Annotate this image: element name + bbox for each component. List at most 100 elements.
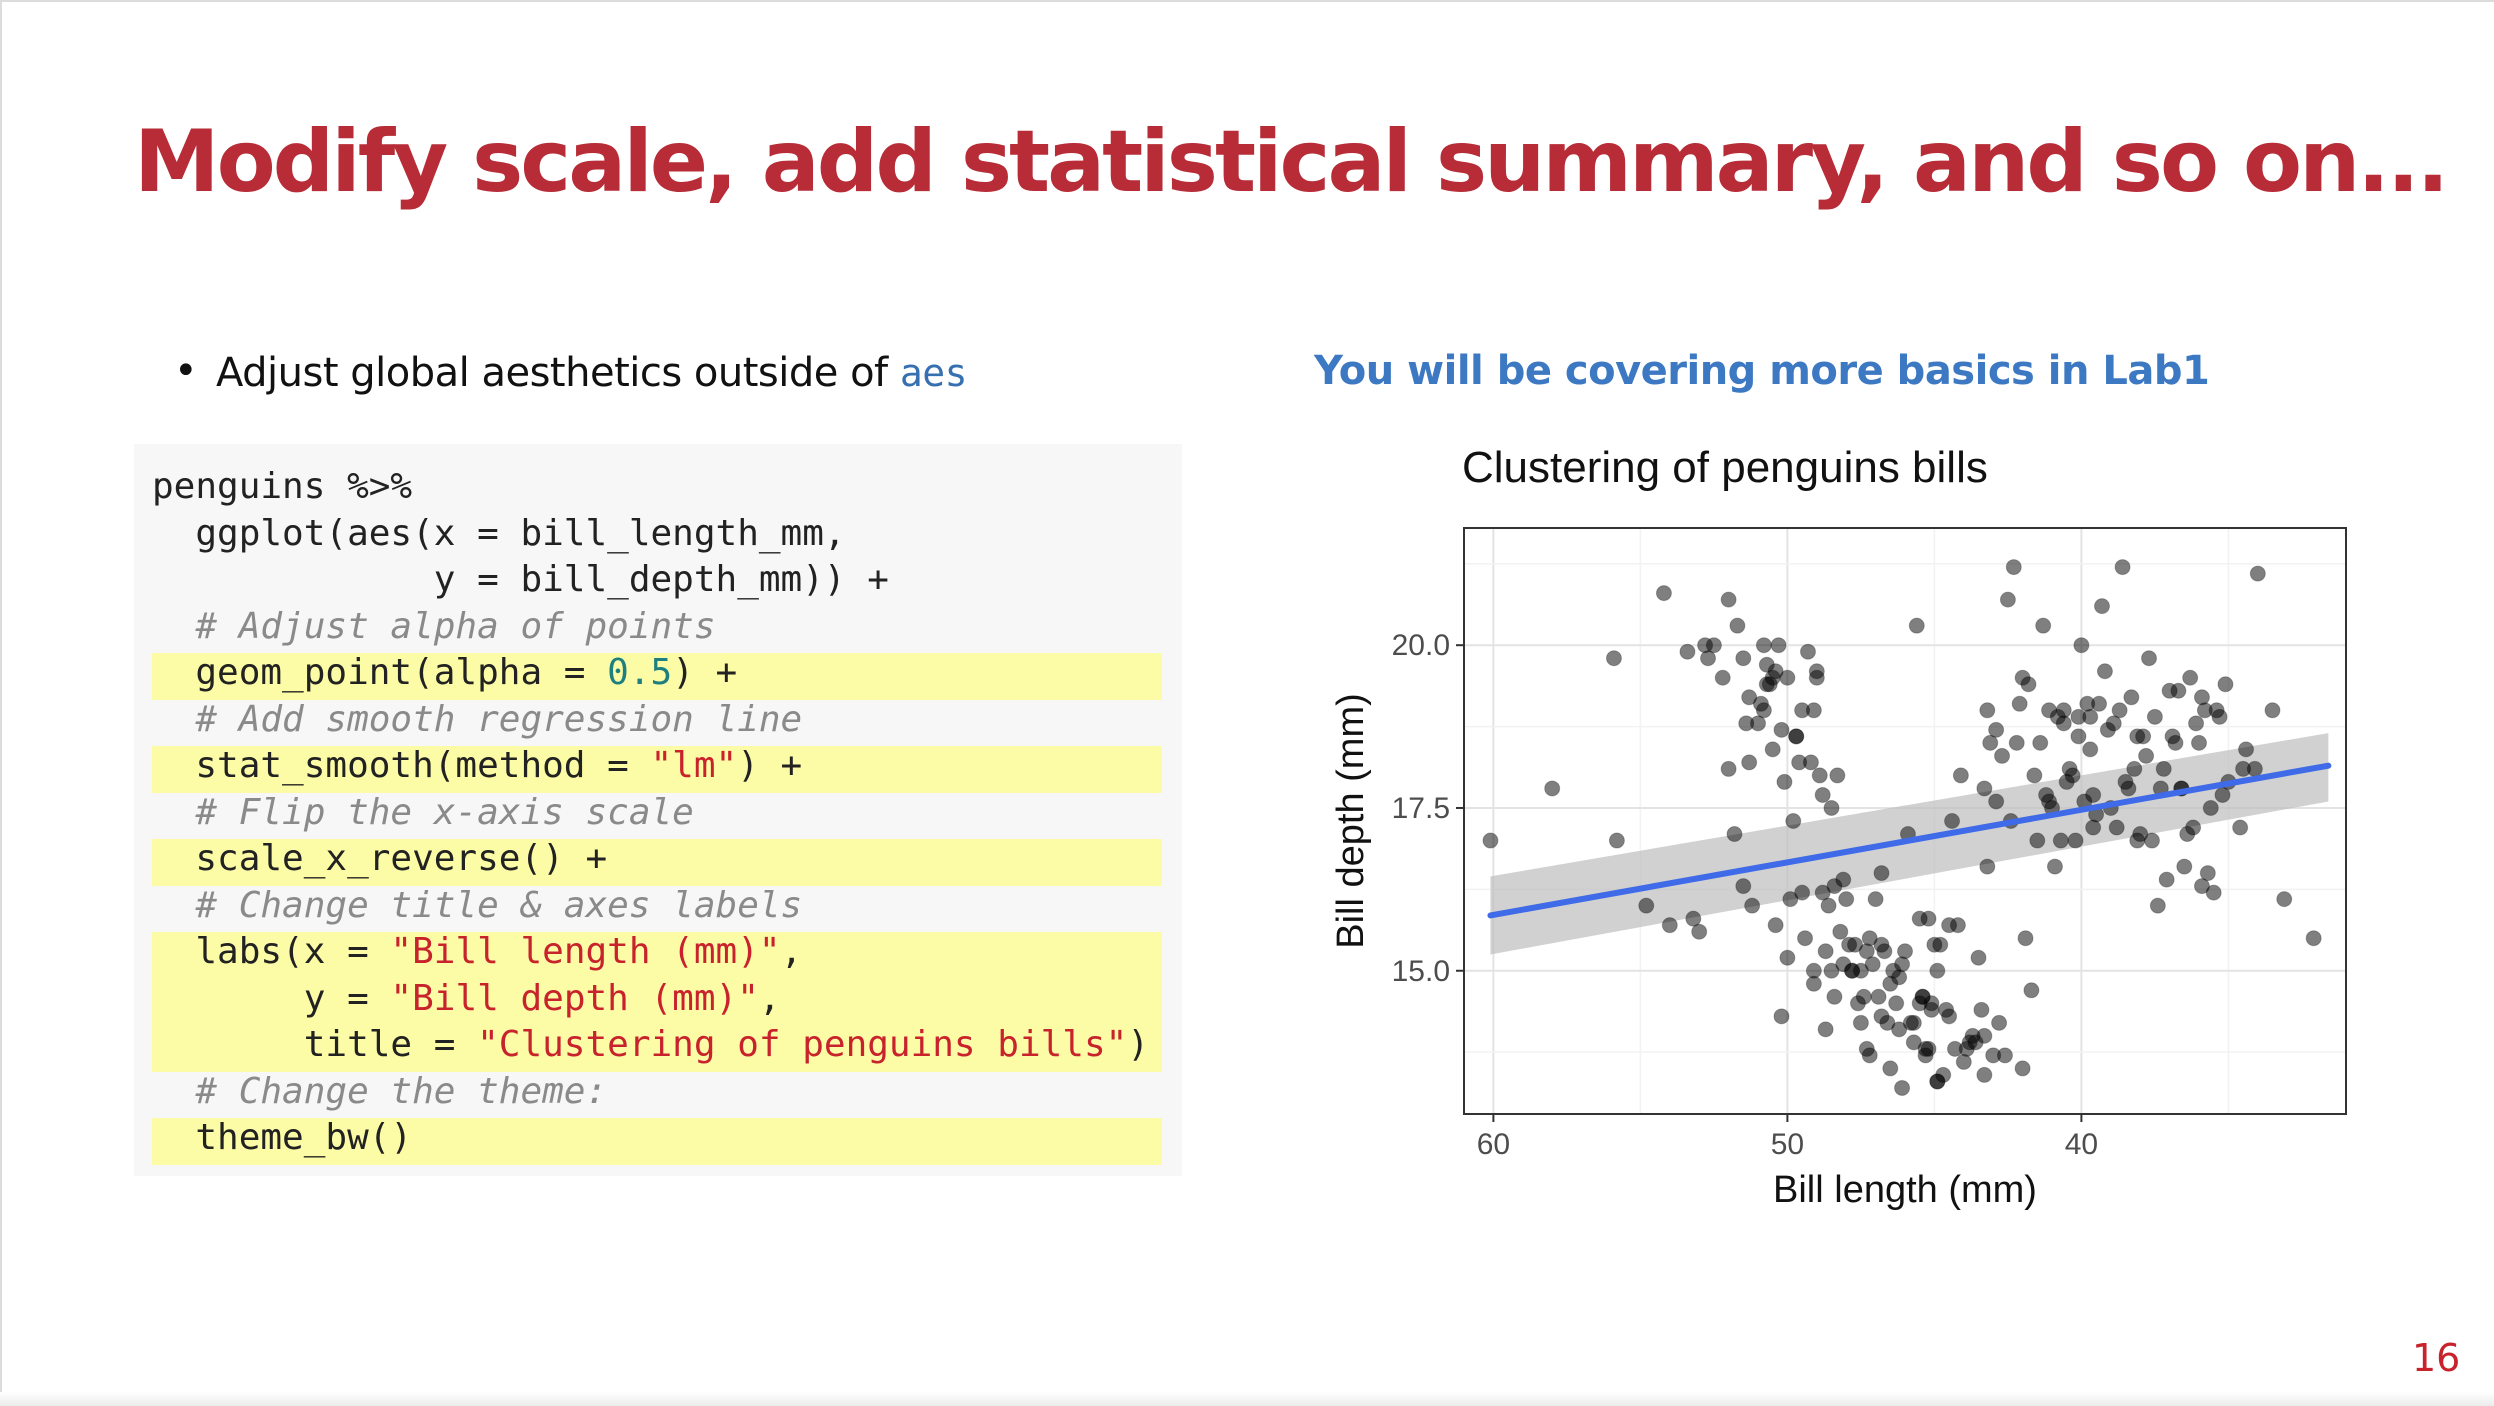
code-token: # Change title & axes labels	[152, 884, 803, 926]
x-tick-label: 50	[1771, 1128, 1804, 1161]
data-point	[1929, 1073, 1946, 1090]
code-line: penguins %>%	[152, 464, 412, 510]
code-token: ggplot(aes(x = bill_length_mm,	[152, 512, 846, 554]
data-point	[2052, 832, 2069, 849]
code-line: labs(x = "Bill length (mm)",	[152, 929, 802, 975]
data-point	[1811, 767, 1828, 784]
code-token: "Bill length (mm)"	[390, 931, 781, 972]
data-point	[1605, 650, 1622, 667]
bullet-dot-icon: •	[174, 348, 198, 394]
bullet-inline-code: aes	[899, 351, 968, 395]
data-point	[1894, 956, 1911, 973]
data-point	[1797, 930, 1814, 947]
data-point	[1799, 643, 1816, 660]
data-point	[2191, 734, 2207, 751]
code-line: y = "Bill depth (mm)",	[152, 976, 781, 1022]
data-point	[2264, 702, 2281, 719]
data-point	[1873, 865, 1890, 882]
data-point	[1829, 767, 1846, 784]
data-point	[2005, 559, 2022, 576]
data-point	[1758, 676, 1775, 693]
x-tick-label: 60	[1477, 1128, 1510, 1161]
code-line: # Adjust alpha of points	[152, 604, 715, 650]
ci-band	[1490, 733, 2329, 955]
code-token: ) +	[672, 652, 738, 693]
data-point	[2082, 708, 2099, 725]
data-point	[1767, 917, 1784, 934]
data-point	[1808, 663, 1825, 680]
data-point	[1691, 923, 1708, 940]
data-point	[2246, 760, 2263, 777]
data-point	[2120, 780, 2137, 797]
bullet-text-wrap: Adjust global aesthetics outside of aes	[216, 350, 968, 396]
data-point	[1814, 786, 1831, 803]
data-point	[1882, 1060, 1899, 1077]
data-point	[2182, 669, 2199, 686]
code-token: ,	[780, 931, 803, 972]
data-point	[2108, 819, 2125, 836]
code-token: scale_x_reverse() +	[152, 838, 608, 879]
data-point	[2193, 689, 2210, 706]
data-point	[2011, 695, 2028, 712]
data-point	[1897, 943, 1913, 960]
code-line: # Flip the x-axis scale	[152, 790, 694, 836]
data-point	[2046, 858, 2063, 875]
data-point	[2129, 728, 2146, 745]
data-point	[2093, 598, 2110, 615]
data-point	[1782, 891, 1799, 908]
code-line: y = bill_depth_mm)) +	[152, 557, 889, 603]
data-point	[2167, 734, 2184, 751]
data-point	[1744, 897, 1761, 914]
data-point	[1817, 943, 1834, 960]
data-point	[1785, 813, 1802, 829]
data-point	[1894, 1079, 1911, 1096]
code-token: "lm"	[650, 745, 738, 786]
data-point	[2143, 832, 2160, 849]
confidence-ribbon	[1490, 733, 2329, 955]
code-token: theme_bw()	[152, 1117, 413, 1158]
data-point	[2170, 682, 2187, 699]
code-token: labs(x =	[152, 931, 391, 972]
data-point	[1714, 669, 1731, 686]
data-point	[1794, 884, 1811, 901]
data-point	[2105, 715, 2122, 732]
code-line: stat_smooth(method = "lm") +	[152, 743, 802, 789]
data-point	[2202, 799, 2219, 816]
page-number: 16	[2412, 1336, 2461, 1380]
data-point	[2146, 708, 2163, 725]
data-point	[1638, 897, 1655, 914]
data-point	[2032, 734, 2049, 751]
data-point	[2232, 819, 2249, 836]
data-point	[1976, 1066, 1993, 1083]
data-point	[1735, 878, 1752, 895]
data-point	[1920, 910, 1937, 927]
data-point	[1820, 897, 1837, 914]
data-point	[1976, 1027, 1993, 1044]
data-point	[2029, 832, 2046, 849]
y-tick-label: 15.0	[1392, 955, 1450, 988]
data-point	[1970, 949, 1987, 966]
data-point	[1826, 988, 1843, 1005]
data-point	[1873, 1008, 1890, 1025]
data-point	[2176, 858, 2193, 875]
code-token: 0.5	[607, 652, 673, 693]
data-point	[1779, 949, 1796, 966]
code-highlight	[152, 1118, 1162, 1165]
code-highlight	[152, 746, 1162, 793]
data-points	[1482, 559, 2322, 1096]
regression-line	[1487, 762, 2332, 919]
data-point	[1750, 715, 1766, 732]
data-point	[2073, 637, 2090, 654]
data-point	[1832, 923, 1849, 940]
data-point	[1923, 1001, 1940, 1018]
data-point	[1908, 617, 1925, 634]
lab-heading: You will be covering more basics in Lab1	[1314, 348, 2210, 394]
data-point	[1867, 891, 1884, 908]
data-point	[1949, 917, 1966, 934]
data-point	[1720, 760, 1737, 777]
data-point	[1773, 1008, 1790, 1025]
code-line: # Change title & axes labels	[152, 883, 802, 929]
data-point	[1685, 910, 1702, 927]
data-point	[2185, 819, 2202, 836]
code-token: ) +	[737, 745, 803, 786]
